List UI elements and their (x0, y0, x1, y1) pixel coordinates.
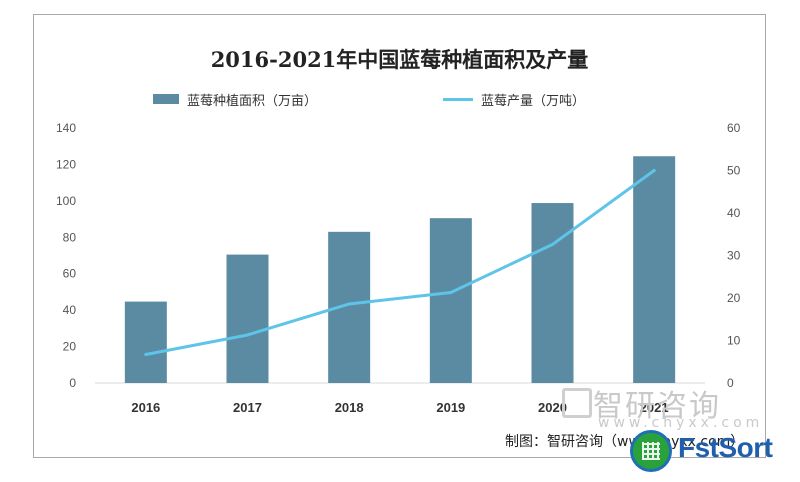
x-tick-label: 2021 (640, 400, 669, 415)
bar-area (226, 254, 269, 383)
legend-label-output: 蓝莓产量（万吨） (481, 93, 586, 109)
x-tick-label: 2017 (233, 400, 262, 415)
watermark-url: www.chyxx.com (598, 415, 764, 431)
bar-area (429, 218, 472, 383)
bar-area (124, 301, 167, 383)
y-right-tick-label: 20 (727, 291, 741, 305)
badge-text: FstSort (678, 432, 773, 463)
globe-grid-icon (630, 430, 672, 472)
legend-label-area: 蓝莓种植面积（万亩） (187, 93, 318, 109)
y-left-tick-label: 120 (56, 157, 76, 171)
y-right-tick-label: 30 (727, 249, 741, 263)
y-right-tick-label: 50 (727, 164, 741, 178)
y-right-tick-label: 40 (727, 206, 741, 220)
y-right-tick-label: 0 (727, 376, 734, 390)
legend-item-area: 蓝莓种植面积（万亩） (153, 89, 317, 109)
chart-title: 2016-2021年中国蓝莓种植面积及产量 (210, 47, 589, 72)
line-point (449, 290, 453, 294)
y-right-tick-label: 10 (727, 334, 741, 348)
line-point (652, 169, 656, 172)
y-left-tick-label: 100 (56, 194, 76, 208)
legend-swatch-bar (153, 94, 179, 104)
legend-item-output: 蓝莓产量（万吨） (443, 89, 585, 109)
y-left-tick-label: 40 (63, 303, 77, 317)
y-left-tick-label: 60 (63, 267, 77, 281)
line-point (246, 333, 249, 337)
x-tick-label: 2018 (335, 400, 364, 415)
x-tick-label: 2016 (131, 400, 160, 415)
source-note: 制图：智研咨询（www.chyxx.com） (505, 434, 745, 450)
bar-area (633, 156, 676, 383)
x-tick-label: 2019 (436, 400, 465, 415)
y-left-tick-label: 140 (56, 121, 76, 135)
bar-area (531, 203, 574, 383)
watermark-logo-icon (562, 388, 592, 418)
y-left-tick-label: 80 (63, 230, 77, 244)
line-output (144, 169, 656, 357)
line-point (347, 302, 351, 306)
line-point (144, 353, 148, 357)
y-right-tick-label: 60 (727, 121, 741, 135)
y-left-tick-label: 20 (63, 340, 77, 354)
fstsort-badge: FstSort (628, 428, 796, 474)
watermark-brand: 智研咨询 (593, 389, 721, 424)
legend-swatch-line (443, 97, 473, 101)
line-point (551, 242, 554, 246)
x-tick-label: 2020 (538, 400, 567, 415)
y-left-tick-label: 0 (69, 376, 76, 390)
